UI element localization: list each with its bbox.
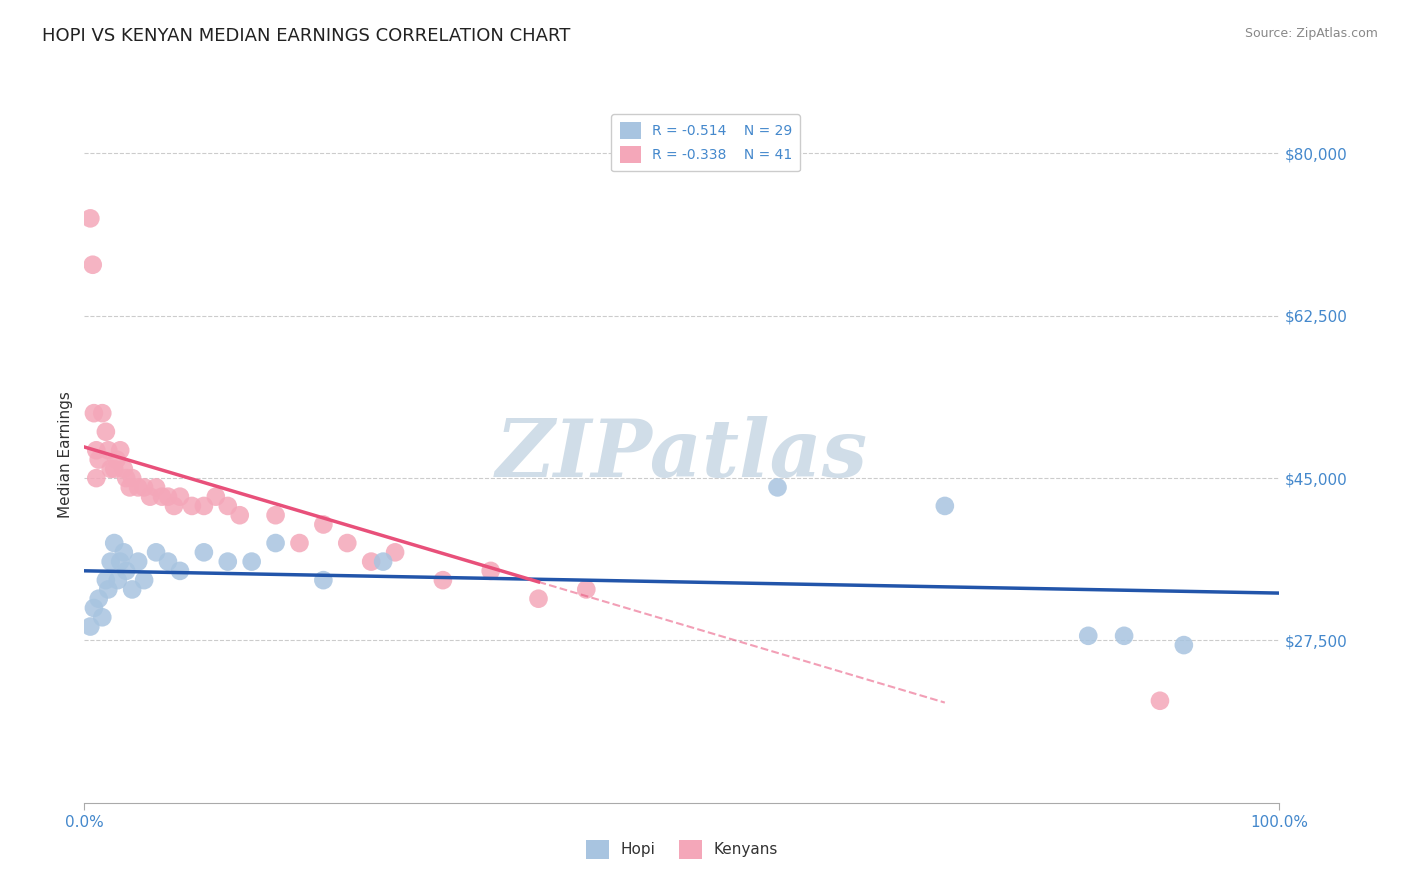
- Point: [575, 582, 598, 597]
- Point: [205, 490, 228, 504]
- Point: [118, 480, 141, 494]
- Point: [91, 610, 114, 624]
- Point: [105, 452, 128, 467]
- Point: [83, 406, 105, 420]
- Point: [121, 582, 143, 597]
- Point: [100, 462, 122, 476]
- Text: ZIPatlas: ZIPatlas: [496, 417, 868, 493]
- Point: [87, 591, 110, 606]
- Point: [217, 499, 239, 513]
- Point: [264, 508, 287, 523]
- Point: [91, 406, 114, 420]
- Point: [139, 490, 162, 504]
- Point: [157, 490, 180, 504]
- Point: [127, 480, 149, 494]
- Point: [1077, 629, 1099, 643]
- Point: [94, 573, 117, 587]
- Point: [110, 443, 132, 458]
- Point: [115, 471, 138, 485]
- Point: [1149, 694, 1171, 708]
- Point: [1114, 629, 1136, 643]
- Point: [163, 499, 186, 513]
- Point: [97, 582, 120, 597]
- Point: [87, 452, 110, 467]
- Point: [86, 443, 108, 458]
- Point: [360, 555, 382, 569]
- Point: [479, 564, 502, 578]
- Point: [312, 517, 335, 532]
- Point: [121, 471, 143, 485]
- Point: [145, 480, 167, 494]
- Point: [527, 591, 550, 606]
- Point: [193, 545, 215, 559]
- Point: [110, 555, 132, 569]
- Point: [288, 536, 311, 550]
- Point: [103, 462, 125, 476]
- Text: HOPI VS KENYAN MEDIAN EARNINGS CORRELATION CHART: HOPI VS KENYAN MEDIAN EARNINGS CORRELATI…: [42, 27, 571, 45]
- Point: [115, 564, 138, 578]
- Point: [766, 480, 789, 494]
- Point: [193, 499, 215, 513]
- Point: [83, 601, 105, 615]
- Point: [217, 555, 239, 569]
- Point: [86, 471, 108, 485]
- Point: [157, 555, 180, 569]
- Point: [132, 480, 156, 494]
- Point: [229, 508, 252, 523]
- Text: Source: ZipAtlas.com: Source: ZipAtlas.com: [1244, 27, 1378, 40]
- Point: [100, 555, 122, 569]
- Point: [181, 499, 204, 513]
- Point: [150, 490, 173, 504]
- Point: [336, 536, 359, 550]
- Point: [112, 545, 135, 559]
- Point: [107, 573, 129, 587]
- Point: [79, 211, 101, 226]
- Point: [132, 573, 156, 587]
- Point: [145, 545, 167, 559]
- Point: [169, 490, 191, 504]
- Point: [384, 545, 406, 559]
- Point: [934, 499, 956, 513]
- Point: [432, 573, 454, 587]
- Point: [312, 573, 335, 587]
- Point: [103, 536, 125, 550]
- Point: [127, 555, 149, 569]
- Point: [94, 425, 117, 439]
- Point: [373, 555, 395, 569]
- Point: [264, 536, 287, 550]
- Point: [169, 564, 191, 578]
- Point: [112, 462, 135, 476]
- Point: [240, 555, 263, 569]
- Point: [82, 258, 104, 272]
- Point: [79, 619, 101, 633]
- Point: [97, 443, 120, 458]
- Y-axis label: Median Earnings: Median Earnings: [58, 392, 73, 518]
- Point: [1173, 638, 1195, 652]
- Legend: Hopi, Kenyans: Hopi, Kenyans: [579, 834, 785, 864]
